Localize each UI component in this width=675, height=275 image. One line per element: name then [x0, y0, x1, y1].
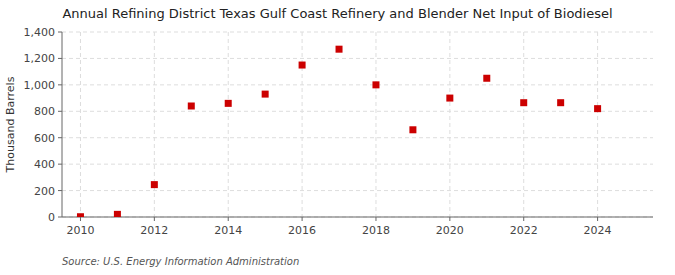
x-axis-line — [62, 217, 653, 218]
point — [409, 126, 416, 133]
point — [520, 99, 527, 106]
y-tick — [58, 111, 62, 112]
y-grid-line — [62, 84, 653, 85]
x-tick-label: 2014 — [214, 224, 242, 237]
y-grid-line — [62, 58, 653, 59]
point — [114, 211, 121, 217]
source: Source: U.S. Energy Information Administ… — [62, 256, 299, 267]
x-tick — [80, 217, 81, 221]
point — [594, 105, 601, 112]
x-tick-label: 2010 — [66, 224, 94, 237]
point — [77, 213, 84, 217]
x-grid-line — [228, 32, 229, 217]
x-tick-label: 2022 — [510, 224, 538, 237]
point — [336, 46, 343, 53]
y-tick — [58, 217, 62, 218]
x-grid-line — [375, 32, 376, 217]
y-tick-label: 400 — [34, 158, 55, 171]
point — [299, 62, 306, 69]
x-tick-label: 2016 — [288, 224, 316, 237]
y-tick-label: 1,400 — [24, 26, 56, 39]
y-grid-line — [62, 137, 653, 138]
y-tick-label: 800 — [34, 105, 55, 118]
y-tick-label: 600 — [34, 132, 55, 145]
grid — [62, 32, 653, 217]
x-grid-line — [597, 32, 598, 217]
x-tick — [228, 217, 229, 221]
y-tick — [58, 58, 62, 59]
points — [77, 46, 601, 217]
axes: 0 200 400 600 800 1,000 1,200 1,400 2010 2012 2014… — [24, 26, 654, 237]
x-tick — [597, 217, 598, 221]
y-tick — [58, 84, 62, 85]
y-axis-line — [62, 32, 63, 217]
x-grid-line — [523, 32, 524, 217]
point — [483, 75, 490, 82]
x-tick-label: 2024 — [584, 224, 612, 237]
x-grid-line — [449, 32, 450, 217]
point — [151, 181, 158, 188]
x-tick-label: 2018 — [362, 224, 390, 237]
x-tick — [449, 217, 450, 221]
y-grid-line — [62, 111, 653, 112]
y-tick — [58, 137, 62, 138]
x-tick-label: 2012 — [140, 224, 168, 237]
x-tick-label: 2020 — [436, 224, 464, 237]
point — [262, 91, 269, 98]
x-tick — [154, 217, 155, 221]
point — [225, 100, 232, 107]
chart: Annual Refining District Texas Gulf Coas… — [0, 0, 675, 275]
y-tick — [58, 164, 62, 165]
x-grid-line — [154, 32, 155, 217]
y-grid-line — [62, 32, 653, 33]
x-tick — [523, 217, 524, 221]
point — [188, 103, 195, 110]
x-grid-line — [302, 32, 303, 217]
y-tick-label: 1,200 — [24, 52, 56, 65]
point — [446, 95, 453, 102]
y-grid-line — [62, 164, 653, 165]
y-tick-label: 200 — [34, 185, 55, 198]
title: Annual Refining District Texas Gulf Coas… — [62, 6, 612, 21]
y-tick-label: 1,000 — [24, 79, 56, 92]
y-grid-line — [62, 217, 653, 218]
x-tick — [302, 217, 303, 221]
y-tick — [58, 190, 62, 191]
point — [372, 81, 379, 88]
y-tick-label: 0 — [48, 211, 55, 224]
y-grid-line — [62, 190, 653, 191]
y-tick — [58, 32, 62, 33]
y-axis-label: Thousand Barrels — [4, 76, 17, 173]
point — [557, 99, 564, 106]
x-grid-line — [80, 32, 81, 217]
x-tick — [375, 217, 376, 221]
